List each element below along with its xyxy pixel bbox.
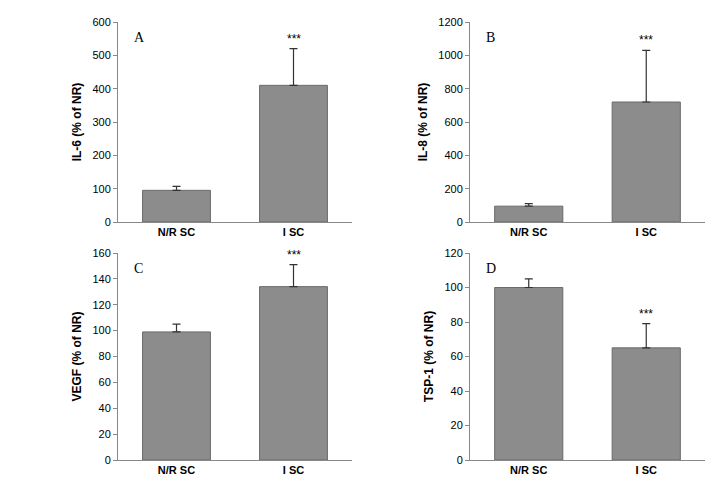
svg-text:I SC: I SC (283, 464, 304, 476)
svg-text:80: 80 (451, 316, 463, 328)
svg-text:120: 120 (92, 299, 110, 311)
svg-text:0: 0 (105, 216, 111, 228)
svg-text:600: 600 (92, 16, 110, 28)
svg-text:N/R SC: N/R SC (510, 226, 547, 238)
svg-text:B: B (486, 30, 495, 45)
svg-text:40: 40 (99, 402, 111, 414)
svg-text:***: *** (639, 33, 653, 47)
svg-text:60: 60 (99, 376, 111, 388)
svg-text:I SC: I SC (636, 226, 657, 238)
svg-text:IL-6 (% of NR): IL-6 (% of NR) (70, 83, 84, 162)
svg-text:400: 400 (444, 149, 462, 161)
svg-text:C: C (134, 261, 143, 276)
svg-text:IL-8 (% of NR): IL-8 (% of NR) (416, 83, 430, 162)
svg-text:200: 200 (92, 149, 110, 161)
svg-text:0: 0 (457, 216, 463, 228)
svg-text:120: 120 (444, 247, 462, 259)
svg-text:TSP-1 (% of NR): TSP-1 (% of NR) (422, 311, 436, 402)
svg-text:140: 140 (92, 273, 110, 285)
svg-text:0: 0 (105, 454, 111, 466)
svg-text:20: 20 (451, 419, 463, 431)
svg-text:N/R SC: N/R SC (158, 464, 195, 476)
svg-text:1200: 1200 (438, 16, 462, 28)
svg-text:160: 160 (92, 247, 110, 259)
svg-text:200: 200 (444, 183, 462, 195)
svg-text:I SC: I SC (283, 226, 304, 238)
svg-text:D: D (486, 261, 496, 276)
svg-text:A: A (134, 30, 145, 45)
svg-text:40: 40 (451, 385, 463, 397)
svg-text:N/R SC: N/R SC (510, 464, 547, 476)
svg-text:400: 400 (92, 83, 110, 95)
svg-text:VEGF (% of NR): VEGF (% of NR) (70, 312, 84, 402)
svg-text:100: 100 (92, 324, 110, 336)
svg-text:1000: 1000 (438, 49, 462, 61)
svg-text:500: 500 (92, 49, 110, 61)
svg-text:20: 20 (99, 428, 111, 440)
svg-text:60: 60 (451, 350, 463, 362)
svg-text:***: *** (287, 32, 301, 46)
svg-text:100: 100 (92, 183, 110, 195)
svg-text:800: 800 (444, 83, 462, 95)
svg-text:300: 300 (92, 116, 110, 128)
svg-text:***: *** (287, 248, 301, 262)
svg-text:600: 600 (444, 116, 462, 128)
svg-text:***: *** (639, 307, 653, 321)
svg-text:0: 0 (457, 454, 463, 466)
svg-text:80: 80 (99, 350, 111, 362)
svg-text:I SC: I SC (636, 464, 657, 476)
svg-text:N/R SC: N/R SC (158, 226, 195, 238)
svg-text:100: 100 (444, 281, 462, 293)
